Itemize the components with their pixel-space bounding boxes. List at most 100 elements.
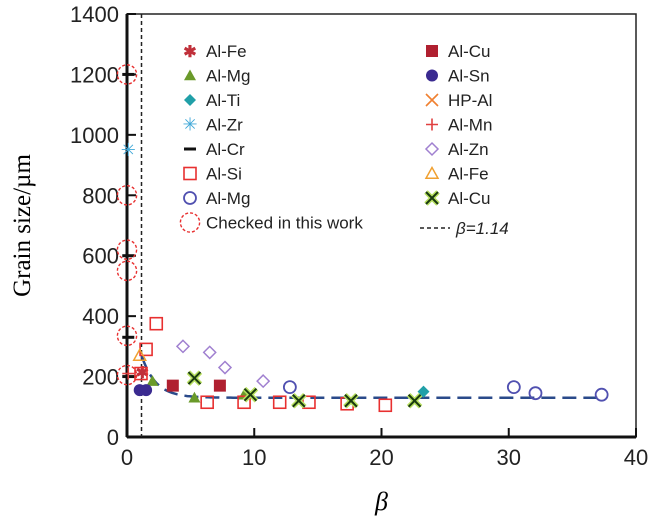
legend-item: Al-Ti bbox=[184, 91, 240, 110]
marker-point bbox=[134, 366, 148, 381]
legend-label: Al-Fe bbox=[206, 42, 247, 61]
marker-point bbox=[202, 345, 217, 360]
marker-point bbox=[528, 386, 543, 401]
marker-point bbox=[594, 387, 609, 402]
marker-point bbox=[282, 380, 297, 395]
legend-label: Al-Cu bbox=[448, 189, 491, 208]
legend-item: Al-Mg bbox=[183, 189, 250, 208]
series-al-cu bbox=[186, 370, 423, 409]
marker-point bbox=[424, 141, 440, 157]
marker-point bbox=[184, 94, 196, 106]
y-tick-label: 1400 bbox=[70, 2, 119, 27]
marker-point bbox=[200, 395, 214, 410]
legend-item: ✳ Al-Zr bbox=[182, 115, 243, 135]
legend-label: Al-Sn bbox=[448, 67, 490, 86]
legend-item: Al-Fe bbox=[424, 165, 489, 184]
marker-point bbox=[183, 191, 197, 205]
legend-label: Al-Ti bbox=[206, 91, 240, 110]
legend-label: Al-Zn bbox=[448, 140, 489, 159]
marker-point bbox=[122, 367, 135, 380]
series-al-fe bbox=[132, 347, 147, 361]
legend-item: Al-Si bbox=[183, 165, 242, 184]
marker-point bbox=[166, 379, 179, 392]
legend-item: Al-Mn bbox=[426, 116, 492, 135]
marker-point bbox=[213, 379, 226, 392]
legend-item: Checked in this work bbox=[179, 212, 363, 233]
x-tick-label: 10 bbox=[242, 445, 266, 470]
marker-point bbox=[506, 380, 521, 395]
marker-point bbox=[237, 395, 251, 410]
marker-point bbox=[116, 260, 138, 282]
marker-point: ✳ bbox=[121, 140, 136, 160]
y-tick-label: 200 bbox=[82, 365, 119, 390]
x-tick-label: 40 bbox=[624, 445, 648, 470]
marker-point bbox=[116, 364, 138, 386]
marker-point bbox=[140, 384, 153, 397]
marker-point bbox=[292, 394, 306, 408]
y-tick-label: 400 bbox=[82, 304, 119, 329]
marker-point bbox=[344, 394, 358, 408]
y-axis-label: Grain size/µm bbox=[9, 154, 36, 297]
marker-point bbox=[146, 375, 159, 386]
series-al-mg bbox=[282, 380, 609, 402]
marker-point bbox=[424, 165, 440, 180]
legend-label: Al-Cu bbox=[448, 42, 491, 61]
marker-point bbox=[132, 347, 147, 361]
series-al-zr: ✳ bbox=[121, 140, 136, 160]
y-tick-label: 1200 bbox=[70, 62, 119, 87]
legend-item: Al-Cu bbox=[426, 42, 491, 61]
marker-point bbox=[188, 391, 201, 403]
marker-point bbox=[425, 191, 439, 205]
legend-label: Checked in this work bbox=[206, 214, 363, 233]
x-tick-label: 0 bbox=[121, 445, 133, 470]
legend-item: Al-Cr bbox=[184, 140, 245, 159]
marker-point: ✱ bbox=[136, 365, 149, 382]
x-axis-label: β bbox=[374, 487, 388, 516]
marker-point bbox=[183, 166, 197, 181]
series-al-sn bbox=[133, 384, 153, 397]
fit-curve bbox=[140, 354, 603, 399]
marker-point bbox=[187, 371, 202, 385]
y-tick-label: 1000 bbox=[70, 123, 119, 148]
x-tick-label: 20 bbox=[369, 445, 393, 470]
marker-point bbox=[149, 316, 164, 331]
legend-item: Al-Cu bbox=[424, 189, 491, 208]
legend-label: Al-Si bbox=[206, 165, 242, 184]
marker-point: ✱ bbox=[183, 44, 196, 61]
series-al-fe: ✱ bbox=[136, 365, 149, 382]
legend-item: Al-Zn bbox=[424, 140, 489, 159]
marker-point bbox=[116, 239, 138, 260]
legend-item: Al-Sn bbox=[426, 67, 490, 86]
marker-point bbox=[175, 339, 191, 354]
marker-point bbox=[425, 93, 439, 107]
legend-item: ✱ Al-Fe bbox=[183, 42, 246, 61]
legend-label: Al-Fe bbox=[448, 165, 489, 184]
legend-label: Al-Mg bbox=[206, 189, 250, 208]
legend-label: Al-Zr bbox=[206, 116, 243, 135]
legend-item: β=1.14 bbox=[420, 219, 509, 238]
series-al-cu bbox=[166, 379, 226, 392]
marker-point bbox=[378, 398, 393, 413]
series-checked-in-this-work bbox=[116, 64, 138, 386]
legend-label: Al-Cr bbox=[206, 140, 245, 159]
y-tick-label: 800 bbox=[82, 183, 119, 208]
marker-point bbox=[426, 118, 438, 131]
legend-label: Al-Mn bbox=[448, 116, 492, 135]
x-tick-label: 30 bbox=[497, 445, 521, 470]
marker-point bbox=[426, 45, 438, 57]
legend-label: β=1.14 bbox=[455, 219, 509, 238]
series-al-zn bbox=[175, 339, 271, 389]
marker-point bbox=[256, 374, 271, 389]
marker-point bbox=[272, 395, 287, 410]
y-tick-label: 600 bbox=[82, 244, 119, 269]
series-al-mn bbox=[122, 367, 135, 380]
marker-point bbox=[426, 69, 438, 82]
legend-label: HP-Al bbox=[448, 91, 492, 110]
series-al-cr bbox=[122, 72, 135, 379]
legend-label: Al-Mg bbox=[206, 67, 250, 86]
marker-point bbox=[184, 69, 196, 81]
marker-point bbox=[407, 394, 422, 408]
marker-point bbox=[179, 212, 201, 233]
marker-point bbox=[217, 360, 233, 375]
